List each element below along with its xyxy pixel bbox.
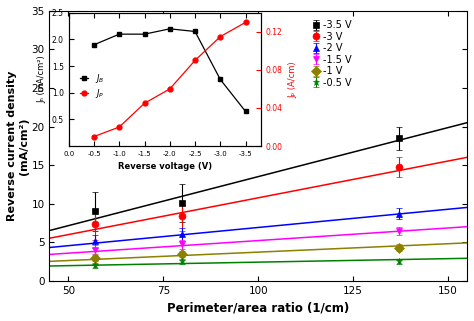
Y-axis label: Jₙ (mA/cm²): Jₙ (mA/cm²) bbox=[37, 56, 46, 103]
Legend: $J_B$, $J_P$: $J_B$, $J_P$ bbox=[77, 69, 108, 103]
Y-axis label: Reverse current density
(mA/cm²): Reverse current density (mA/cm²) bbox=[7, 71, 28, 221]
Y-axis label: Jₚ (A/cm): Jₚ (A/cm) bbox=[288, 61, 297, 98]
X-axis label: Perimeter/area ratio (1/cm): Perimeter/area ratio (1/cm) bbox=[167, 301, 349, 314]
X-axis label: Reverse voltage (V): Reverse voltage (V) bbox=[118, 162, 212, 171]
Legend: -3.5 V, -3 V, -2 V, -1.5 V, -1 V, -0.5 V: -3.5 V, -3 V, -2 V, -1.5 V, -1 V, -0.5 V bbox=[309, 16, 356, 91]
